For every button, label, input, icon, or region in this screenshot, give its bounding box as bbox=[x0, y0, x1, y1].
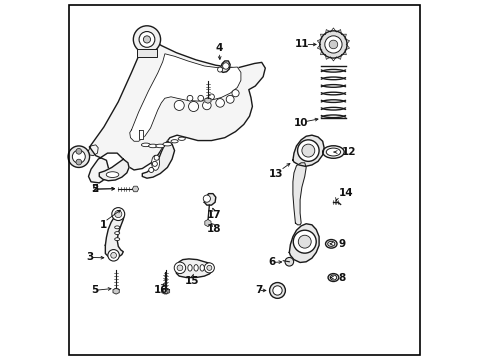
Text: 15: 15 bbox=[185, 276, 199, 286]
Circle shape bbox=[110, 252, 116, 258]
Circle shape bbox=[204, 263, 214, 273]
Circle shape bbox=[143, 36, 150, 43]
Ellipse shape bbox=[151, 155, 159, 170]
Text: 5: 5 bbox=[91, 285, 98, 296]
Circle shape bbox=[133, 26, 160, 53]
Polygon shape bbox=[99, 159, 129, 181]
Circle shape bbox=[301, 144, 314, 157]
Circle shape bbox=[285, 257, 293, 266]
Ellipse shape bbox=[178, 137, 185, 140]
Text: 6: 6 bbox=[268, 257, 276, 267]
Circle shape bbox=[206, 265, 211, 270]
Circle shape bbox=[215, 99, 224, 107]
Circle shape bbox=[174, 100, 184, 111]
Text: 4: 4 bbox=[215, 43, 223, 53]
Polygon shape bbox=[292, 163, 305, 225]
Polygon shape bbox=[162, 288, 168, 294]
Text: 16: 16 bbox=[154, 285, 168, 296]
Circle shape bbox=[148, 167, 153, 172]
Circle shape bbox=[231, 90, 239, 97]
Polygon shape bbox=[204, 98, 211, 103]
Text: 7: 7 bbox=[255, 285, 262, 296]
Text: 18: 18 bbox=[206, 225, 221, 234]
Circle shape bbox=[328, 40, 337, 49]
Ellipse shape bbox=[325, 148, 340, 156]
Circle shape bbox=[174, 262, 185, 274]
Circle shape bbox=[72, 150, 85, 163]
Polygon shape bbox=[88, 145, 98, 156]
Ellipse shape bbox=[106, 172, 119, 177]
Polygon shape bbox=[176, 259, 212, 278]
Circle shape bbox=[203, 195, 210, 202]
Circle shape bbox=[139, 32, 155, 47]
Circle shape bbox=[269, 283, 285, 298]
Circle shape bbox=[202, 101, 211, 110]
Ellipse shape bbox=[200, 265, 204, 271]
Circle shape bbox=[198, 95, 203, 101]
Circle shape bbox=[217, 67, 222, 72]
Circle shape bbox=[112, 208, 124, 221]
Polygon shape bbox=[113, 288, 119, 294]
Ellipse shape bbox=[115, 231, 120, 234]
Polygon shape bbox=[163, 288, 169, 294]
Ellipse shape bbox=[115, 238, 120, 240]
Text: 11: 11 bbox=[295, 40, 309, 49]
Circle shape bbox=[187, 95, 192, 101]
Text: 14: 14 bbox=[338, 188, 352, 198]
Ellipse shape bbox=[115, 226, 120, 229]
Bar bbox=[137, 49, 157, 57]
Circle shape bbox=[177, 265, 183, 271]
Circle shape bbox=[293, 230, 316, 253]
Circle shape bbox=[188, 102, 198, 112]
Ellipse shape bbox=[187, 265, 192, 271]
Polygon shape bbox=[289, 224, 319, 262]
Polygon shape bbox=[139, 130, 143, 139]
Text: 12: 12 bbox=[341, 147, 355, 157]
Text: 9: 9 bbox=[338, 239, 345, 249]
Text: 10: 10 bbox=[293, 118, 308, 128]
Polygon shape bbox=[204, 194, 215, 205]
Circle shape bbox=[208, 94, 214, 100]
Text: 1: 1 bbox=[100, 220, 107, 230]
Text: 17: 17 bbox=[206, 210, 221, 220]
Circle shape bbox=[297, 140, 319, 161]
Circle shape bbox=[152, 161, 157, 166]
Polygon shape bbox=[105, 212, 124, 258]
Ellipse shape bbox=[329, 275, 336, 280]
Text: 8: 8 bbox=[338, 273, 345, 283]
Polygon shape bbox=[220, 61, 230, 72]
Ellipse shape bbox=[327, 274, 338, 282]
Polygon shape bbox=[292, 135, 324, 166]
Ellipse shape bbox=[325, 239, 336, 248]
Text: 3: 3 bbox=[86, 252, 94, 262]
Circle shape bbox=[108, 249, 119, 261]
Circle shape bbox=[226, 95, 234, 103]
Polygon shape bbox=[142, 141, 174, 178]
Circle shape bbox=[272, 286, 282, 295]
Ellipse shape bbox=[194, 265, 198, 271]
Circle shape bbox=[76, 148, 81, 154]
Ellipse shape bbox=[163, 142, 171, 146]
Ellipse shape bbox=[171, 140, 178, 143]
Ellipse shape bbox=[148, 144, 157, 148]
Ellipse shape bbox=[327, 241, 334, 246]
Circle shape bbox=[115, 211, 122, 218]
Circle shape bbox=[222, 63, 228, 69]
Circle shape bbox=[319, 31, 346, 58]
Ellipse shape bbox=[155, 144, 164, 148]
Circle shape bbox=[298, 235, 310, 248]
Polygon shape bbox=[88, 41, 265, 183]
Text: 5: 5 bbox=[91, 184, 98, 194]
Circle shape bbox=[68, 146, 89, 167]
Text: 2: 2 bbox=[91, 184, 99, 194]
Ellipse shape bbox=[141, 143, 150, 147]
Polygon shape bbox=[129, 54, 241, 141]
Ellipse shape bbox=[322, 146, 344, 158]
Text: 13: 13 bbox=[268, 168, 283, 179]
Circle shape bbox=[76, 159, 81, 165]
Circle shape bbox=[154, 155, 159, 160]
Circle shape bbox=[324, 36, 341, 53]
